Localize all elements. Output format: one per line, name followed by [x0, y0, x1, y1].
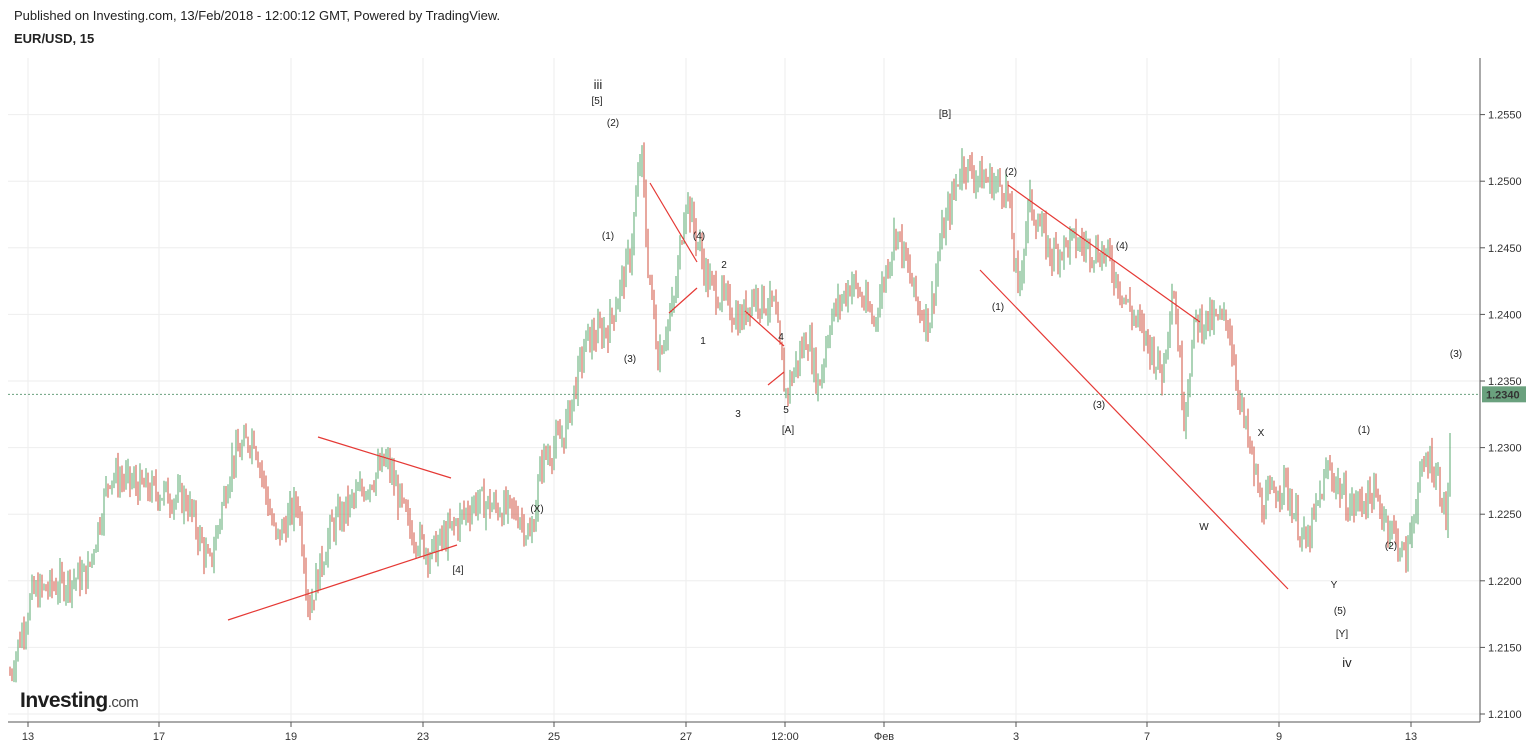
wave-label: [A]: [782, 425, 794, 436]
last-price-tag: [1482, 386, 1526, 403]
chart-header: Published on Investing.com, 13/Feb/2018 …: [14, 8, 500, 46]
trendline[interactable]: [767, 371, 785, 386]
trendline[interactable]: [317, 436, 452, 479]
wave-label: 4: [778, 332, 784, 343]
plot-area: [8, 58, 1480, 722]
y-tick-label: 1.2400: [1488, 309, 1522, 321]
trendline[interactable]: [744, 310, 785, 347]
wave-label: [B]: [939, 109, 951, 120]
y-tick-label: 1.2550: [1488, 110, 1522, 122]
y-tick-label: 1.2500: [1488, 176, 1522, 188]
wave-label: (5): [1334, 606, 1346, 617]
y-tick-label: 1.2300: [1488, 443, 1522, 455]
wave-label: (4): [693, 231, 705, 242]
wave-label: (3): [1093, 400, 1105, 411]
wave-label: (2): [1385, 541, 1397, 552]
x-tick-label: 7: [1144, 731, 1150, 743]
wave-label: W: [1199, 522, 1209, 533]
x-tick-label: 3: [1013, 731, 1019, 743]
y-tick-label: 1.2200: [1488, 576, 1522, 588]
x-tick-label: 25: [548, 731, 560, 743]
x-tick-label: 9: [1276, 731, 1282, 743]
wave-label: (X): [530, 504, 543, 515]
trendline[interactable]: [979, 269, 1289, 590]
y-tick-label: 1.2150: [1488, 642, 1522, 654]
wave-label: (3): [1450, 349, 1462, 360]
y-tick-label: 1.2350: [1488, 376, 1522, 388]
x-tick-label: 17: [153, 731, 165, 743]
wave-label: [5]: [591, 96, 602, 107]
y-tick-label: 1.2100: [1488, 709, 1522, 721]
trendline[interactable]: [668, 287, 698, 314]
investing-logo: Investing.com: [20, 689, 139, 712]
wave-label: 5: [783, 405, 789, 416]
wave-label: iii: [594, 77, 603, 92]
x-tick-label: 12:00: [771, 731, 799, 743]
wave-label: [Y]: [1336, 629, 1348, 640]
x-tick-label: 13: [22, 731, 34, 743]
wave-label: [4]: [452, 565, 463, 576]
wave-label: 2: [721, 260, 727, 271]
last-price-label: 1.2340: [1486, 389, 1520, 401]
wave-label: (1): [602, 231, 614, 242]
x-tick-label: 13: [1405, 731, 1417, 743]
x-tick-label: 19: [285, 731, 297, 743]
wave-label: (1): [992, 302, 1004, 313]
wave-label: (2): [607, 118, 619, 129]
x-tick-label: 23: [417, 731, 429, 743]
candles: [9, 142, 1451, 683]
wave-label: (3): [624, 354, 636, 365]
trendline[interactable]: [649, 182, 698, 263]
wave-label: iv: [1342, 655, 1352, 670]
wave-label: 1: [700, 336, 706, 347]
wave-label: 3: [735, 409, 741, 420]
y-tick-label: 1.2250: [1488, 509, 1522, 521]
wave-label: (2): [1005, 167, 1017, 178]
wave-label: X: [1258, 428, 1265, 439]
x-tick-label: 27: [680, 731, 692, 743]
trendline[interactable]: [227, 544, 458, 621]
x-tick-label: Фев: [874, 731, 894, 743]
wave-label: (1): [1358, 425, 1370, 436]
wave-label: Y: [1331, 580, 1338, 591]
symbol-title: EUR/USD, 15: [14, 31, 95, 46]
trendline[interactable]: [1007, 184, 1201, 323]
y-tick-label: 1.2450: [1488, 243, 1522, 255]
published-info: Published on Investing.com, 13/Feb/2018 …: [14, 8, 501, 23]
wave-label: (4): [1116, 241, 1128, 252]
